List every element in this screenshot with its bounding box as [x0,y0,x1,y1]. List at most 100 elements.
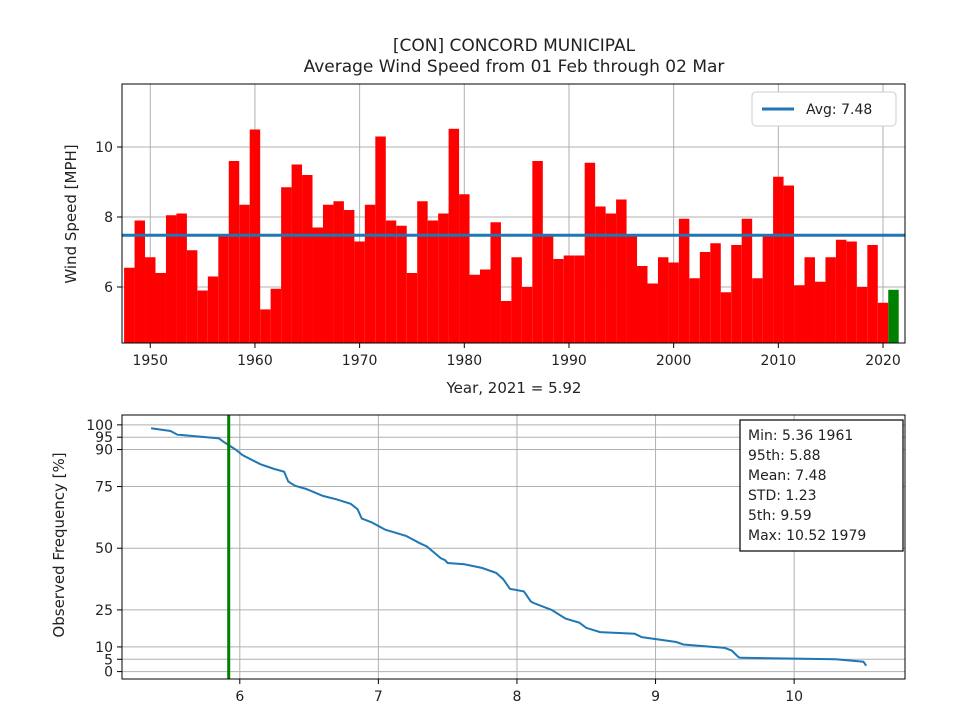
bar-chart-x-ticks: 1950 1960 1970 1980 1990 2000 2010 2020 [132,343,901,369]
x-tick-label: 7 [374,689,383,705]
year-bar [710,243,721,343]
year-bar [134,220,146,343]
year-bar [846,241,857,343]
y-tick-label: 10 [95,140,113,156]
year-bar [731,245,742,343]
year-bar [427,220,439,343]
y-tick-label: 5 [104,652,113,668]
year-bar [480,269,491,343]
year-bar [291,164,303,343]
frequency-chart-y-axis-label: Observed Frequency [%] [50,452,68,637]
stats-min: Min: 5.36 1961 [748,428,853,444]
chart-title: [CON] CONCORD MUNICIPAL [393,36,636,56]
year-bar [699,252,711,343]
year-bar [364,204,376,343]
y-tick-label: 0 [104,665,113,681]
wind-speed-bar-chart: [CON] CONCORD MUNICIPAL Average Wind Spe… [62,36,906,397]
year-bar [532,161,543,343]
year-bar [302,175,313,343]
year-bar [490,222,501,343]
year-bar [637,266,648,343]
year-bar [354,241,365,343]
year-bar [856,287,868,343]
year-bar [605,213,617,343]
x-tick-label: 8 [513,689,522,705]
year-bar [270,288,282,343]
y-tick-label: 90 [95,443,113,459]
year-bar [124,267,135,343]
stats-mean: Mean: 7.48 [748,468,826,484]
year-bar [563,255,575,343]
x-tick-label: 1980 [446,353,482,369]
year-bar [322,204,334,343]
frequency-line-layer [150,427,868,667]
year-bar [647,283,658,343]
year-bar [469,274,480,343]
bar-chart-frame [121,83,906,344]
y-tick-label: 25 [95,603,113,619]
year-bar [794,285,805,343]
year-bar [260,309,271,343]
frequency-chart-x-ticks: 6 7 8 9 10 [235,679,803,705]
stats-5th: 5th: 9.59 [748,508,812,524]
year-bar [542,234,554,343]
stats-box: Min: 5.36 1961 95th: 5.88 Mean: 7.48 STD… [739,419,904,552]
stats-max: Max: 10.52 1979 [748,528,866,544]
y-tick-label: 6 [104,280,113,296]
x-tick-label: 2020 [865,353,901,369]
y-tick-label: 10 [95,640,113,656]
frequency-curve [150,427,868,667]
year-bar [867,245,878,343]
bar-chart-y-ticks: 6 8 10 [95,140,122,296]
year-bar [741,218,753,343]
year-bar [438,213,449,343]
year-bar [417,201,428,343]
bar-chart-x-axis-label: Year, 2021 = 5.92 [446,379,582,397]
year-bar [207,276,219,343]
x-tick-label: 10 [785,689,803,705]
year-bar [616,199,627,343]
year-bar [375,136,386,343]
year-bar [835,239,847,343]
year-bar [343,210,355,343]
current-year-bar [888,289,899,343]
year-bar [553,259,564,343]
y-tick-label: 100 [86,418,113,434]
y-tick-label: 50 [95,541,113,557]
year-bar [657,257,669,343]
x-tick-label: 6 [235,689,244,705]
year-bar [239,204,250,343]
year-bar [406,273,418,343]
year-bar [511,257,522,343]
year-bar [804,257,815,343]
year-bar [783,185,795,343]
x-tick-label: 1970 [342,353,378,369]
year-bar [689,278,700,343]
frequency-chart-frame [121,414,906,680]
year-bar [720,292,732,343]
x-tick-label: 1950 [132,353,168,369]
stats-std: STD: 1.23 [748,488,817,504]
year-bar [281,187,292,343]
year-bar [521,287,533,343]
stats-box-frame [739,419,904,552]
year-bar [595,206,606,343]
year-bar [825,257,836,343]
year-bar [155,273,166,343]
y-tick-label: 95 [95,430,113,446]
year-bar [668,262,679,343]
year-bar [762,234,774,343]
chart-subtitle: Average Wind Speed from 01 Feb through 0… [304,57,725,77]
year-bar [228,161,240,343]
y-tick-label: 8 [104,210,113,226]
year-bar [176,213,187,343]
year-bar [626,236,638,343]
y-tick-label: 75 [95,480,113,496]
x-tick-label: 1990 [551,353,587,369]
year-bar [877,302,889,343]
year-bar [218,234,229,343]
legend-avg-label: Avg: 7.48 [806,102,872,118]
